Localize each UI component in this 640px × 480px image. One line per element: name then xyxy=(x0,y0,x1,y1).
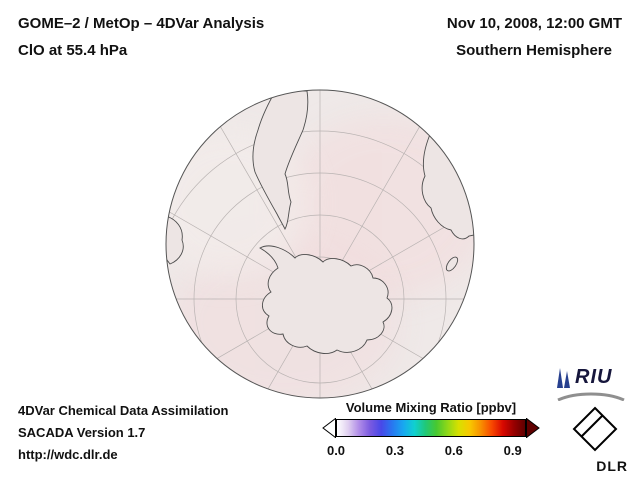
header-left: GOME–2 / MetOp – 4DVar Analysis ClO at 5… xyxy=(18,10,264,64)
cathedral-icon xyxy=(557,368,570,388)
globe-map xyxy=(165,89,475,399)
header-right: Nov 10, 2008, 12:00 GMT Southern Hemisph… xyxy=(447,10,622,64)
footer-line-assimilation: 4DVar Chemical Data Assimilation xyxy=(18,403,229,418)
footer-line-url: http://wdc.dlr.de xyxy=(18,447,118,462)
header-datetime: Nov 10, 2008, 12:00 GMT xyxy=(446,15,622,32)
colorbar-arrow-right-shape xyxy=(526,418,540,438)
page-title: GOME–2 / MetOp – 4DVar Analysis xyxy=(18,15,265,32)
colorbar-tick-3: 0.9 xyxy=(503,443,522,458)
dlr-logo-icon xyxy=(572,406,618,452)
colorbar-arrow-right-icon xyxy=(526,418,540,438)
riu-logo: RIU xyxy=(556,366,632,406)
colorbar-tick-1: 0.3 xyxy=(385,443,404,458)
page-subtitle: ClO at 55.4 hPa xyxy=(18,42,128,59)
south-america-coastline xyxy=(252,90,309,230)
colorbar-tick-2: 0.6 xyxy=(444,443,463,458)
riu-swoosh-icon xyxy=(557,392,625,402)
antarctica-coastline xyxy=(259,245,393,354)
colorbar-arrow-left-shape xyxy=(322,418,336,438)
globe-container xyxy=(164,88,476,400)
colorbar-ticks: 0.0 0.3 0.6 0.9 xyxy=(327,443,526,459)
footer-line-version: SACADA Version 1.7 xyxy=(18,425,146,440)
colorbar-arrow-left-icon xyxy=(322,418,336,438)
colorbar xyxy=(322,418,540,438)
colorbar-gradient xyxy=(336,419,526,437)
dlr-logo: DLR xyxy=(572,406,630,474)
west-edge-coastline xyxy=(166,215,184,265)
riu-logo-text: RIU xyxy=(575,366,613,388)
madagascar-coastline xyxy=(445,256,459,272)
footer: 4DVar Chemical Data Assimilation SACADA … xyxy=(18,400,229,466)
colorbar-title: Volume Mixing Ratio [ppbv] xyxy=(345,400,517,415)
dlr-logo-text: DLR xyxy=(596,458,628,474)
header-hemisphere: Southern Hemisphere xyxy=(456,42,612,59)
colorbar-tick-0: 0.0 xyxy=(326,443,346,458)
globe-outline xyxy=(165,89,475,399)
